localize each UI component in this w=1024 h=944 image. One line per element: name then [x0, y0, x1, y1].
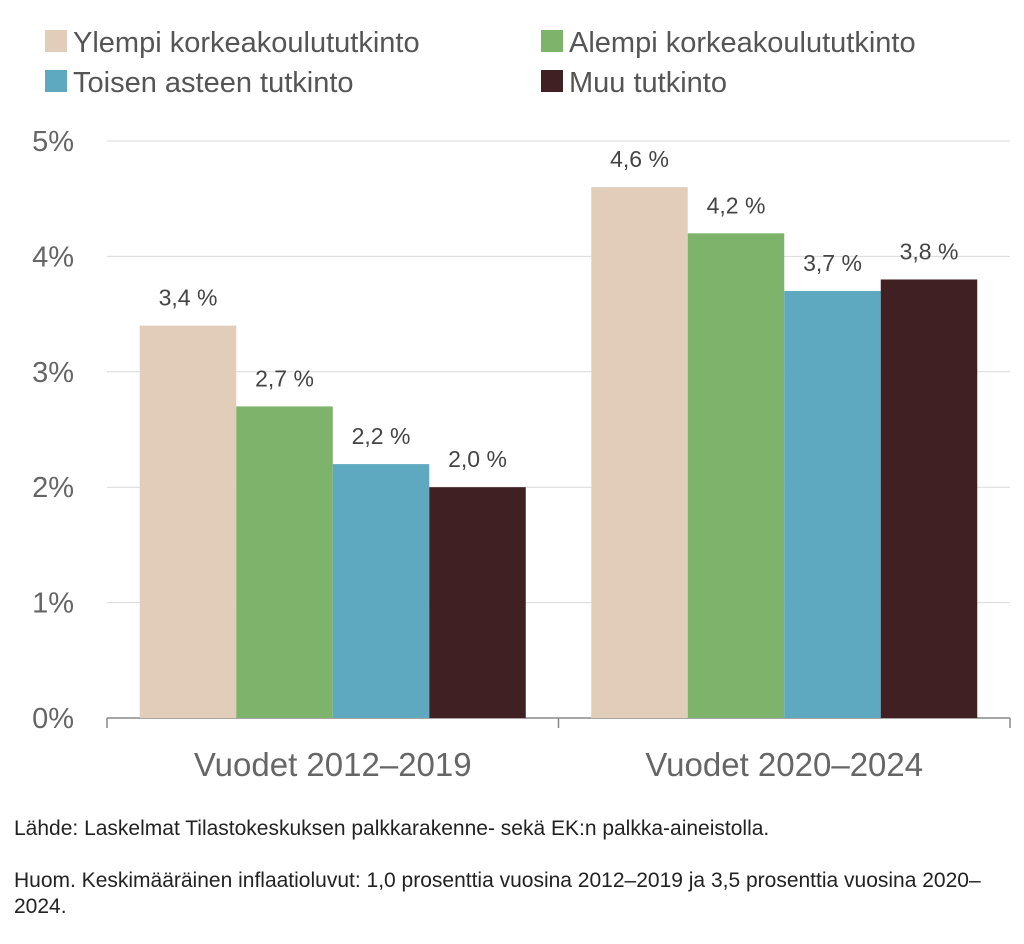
legend-swatch	[45, 70, 67, 92]
bar-2-2	[687, 233, 785, 718]
data-label: 4,6 %	[610, 146, 669, 172]
bar-chart: 0% 1% 2% 3% 4% 5% Vuodet 2012–2019 3,4 % 2,7 % 2,…	[32, 27, 1011, 783]
y-tick-label: 1%	[32, 588, 74, 620]
legend-swatch	[541, 70, 563, 92]
data-label: 3,8 %	[900, 238, 959, 264]
legend-swatch	[45, 30, 67, 52]
category-label: Vuodet 2012–2019	[194, 746, 472, 783]
category-label: Vuodet 2020–2024	[645, 746, 923, 783]
y-tick-label: 2%	[32, 472, 74, 504]
y-tick-label: 4%	[32, 241, 74, 273]
bar-1-1	[139, 325, 237, 718]
y-tick-label: 3%	[32, 357, 74, 389]
legend-label: Muu tutkinto	[569, 67, 727, 99]
legend-label: Toisen asteen tutkinto	[73, 67, 354, 99]
data-label: 3,7 %	[803, 250, 862, 276]
bar-3-1	[332, 464, 430, 718]
data-label: 2,0 %	[448, 446, 507, 472]
bar-2-1	[236, 406, 333, 718]
bar-4-2	[880, 279, 978, 718]
bar-3-2	[784, 291, 881, 718]
legend-swatch	[541, 30, 563, 52]
legend-label: Alempi korkeakoulututkinto	[569, 27, 916, 59]
bar-1-2	[591, 187, 688, 718]
legend-label: Ylempi korkeakoulututkinto	[73, 27, 420, 59]
bar-4-1	[429, 487, 526, 718]
remark-note: Huom. Keskimääräinen inflaatioluvut: 1,0…	[14, 869, 981, 918]
y-tick-label: 5%	[32, 126, 74, 158]
source-note: Lähde: Laskelmat Tilastokeskuksen palkka…	[14, 817, 770, 840]
data-label: 3,4 %	[159, 285, 218, 311]
y-tick-label: 0%	[32, 703, 74, 735]
data-label: 2,7 %	[255, 365, 314, 391]
data-label: 2,2 %	[352, 423, 411, 449]
data-label: 4,2 %	[707, 192, 766, 218]
